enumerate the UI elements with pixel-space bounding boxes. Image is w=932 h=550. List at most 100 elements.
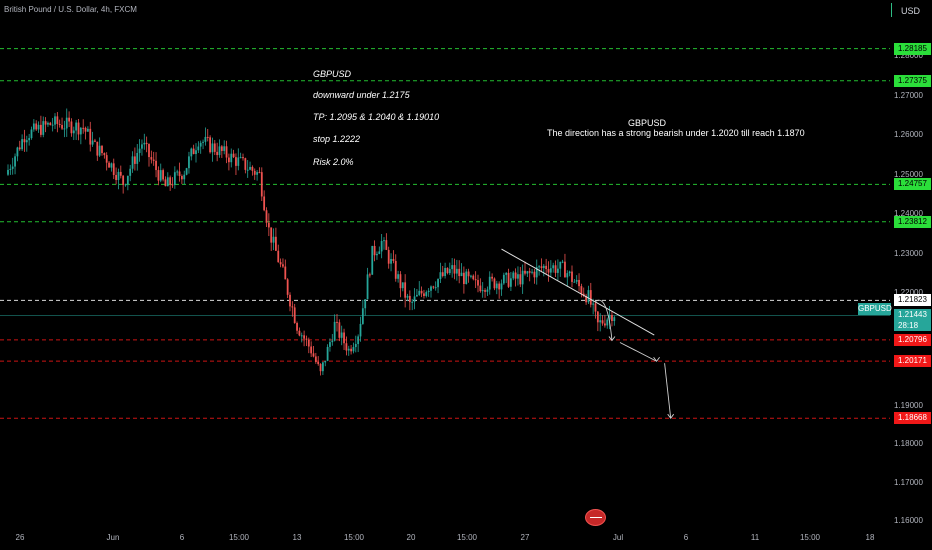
candle-body	[124, 184, 127, 186]
x-tick-label: 26	[15, 533, 25, 542]
candle-body	[486, 289, 489, 292]
candle-body	[275, 236, 277, 251]
candle-body	[202, 141, 204, 143]
candle-body	[604, 323, 606, 326]
price-level-badge: 1.20796	[894, 333, 931, 346]
candle-body	[258, 172, 261, 174]
candle-body	[571, 271, 573, 282]
candle-body	[578, 279, 580, 287]
candle-body	[166, 177, 169, 187]
candle-body	[218, 146, 221, 156]
candle-body	[361, 308, 364, 324]
candle-body	[42, 121, 45, 135]
candle-body	[376, 253, 378, 256]
projection-arrow[interactable]	[619, 342, 657, 362]
price-level-badge: 1.21823	[894, 294, 931, 307]
candle-body	[340, 332, 343, 338]
candle-body	[420, 290, 423, 294]
candle-body	[284, 266, 287, 280]
candle-body	[75, 122, 78, 131]
candle-body	[68, 117, 70, 122]
x-tick-label: 13	[292, 533, 302, 542]
candle-body	[463, 272, 465, 284]
candle-body	[110, 163, 113, 168]
candle-body	[192, 148, 195, 155]
candle-body	[197, 146, 200, 151]
price-level-badge: 1.27375	[894, 74, 931, 87]
candle-body	[448, 269, 451, 274]
candle-body	[82, 127, 85, 129]
x-tick-label: 6	[179, 533, 185, 542]
projection-path[interactable]	[595, 299, 613, 341]
candle-body	[331, 340, 334, 343]
candle-body	[470, 275, 472, 277]
candle-body	[96, 141, 99, 156]
candle-body	[206, 136, 209, 138]
candle-body	[171, 184, 174, 186]
candle-body	[373, 245, 376, 256]
candle-body	[94, 140, 96, 142]
bar-countdown: 28:18	[898, 321, 919, 331]
arrowhead-icon	[608, 336, 616, 342]
x-tick-label: 18	[865, 533, 875, 542]
candle-body	[446, 267, 449, 274]
x-tick-label: 15:00	[228, 533, 250, 542]
candle-body	[225, 146, 228, 158]
candle-body	[366, 274, 369, 300]
current-price-value: 1.21443	[898, 310, 927, 320]
candle-body	[16, 147, 19, 157]
y-tick-label: 1.18000	[894, 439, 923, 448]
y-tick-label: 1.17000	[894, 477, 923, 487]
candle-body	[103, 153, 106, 156]
candle-body	[84, 127, 87, 132]
candle-body	[23, 139, 26, 143]
candle-body	[601, 320, 604, 324]
x-tick-label: 20	[406, 533, 416, 542]
price-level-badge: 1.18668	[894, 412, 931, 425]
candle-body	[502, 274, 505, 284]
candle-body	[378, 251, 381, 254]
candle-body	[117, 171, 120, 181]
candle-body	[547, 269, 550, 273]
candle-body	[51, 124, 54, 126]
candle-body	[533, 271, 536, 278]
candle-body	[585, 295, 587, 303]
y-tick-label: 1.19000	[894, 400, 923, 410]
candle-body	[524, 270, 526, 274]
x-tick-label: 15:00	[799, 533, 821, 542]
candle-body	[589, 290, 592, 305]
candle-body	[430, 286, 432, 291]
projection-arrow[interactable]	[664, 363, 672, 419]
trendline[interactable]	[501, 248, 655, 336]
candle-body	[488, 276, 491, 290]
y-tick-label: 1.16000	[894, 516, 923, 525]
candle-body	[159, 170, 162, 181]
candle-body	[169, 177, 172, 185]
candle-body	[575, 279, 578, 282]
candle-body	[115, 174, 117, 181]
candle-body	[385, 240, 388, 250]
candlestick-series	[7, 108, 616, 376]
candle-body	[242, 157, 244, 159]
candle-body	[63, 128, 66, 130]
candle-body	[354, 343, 357, 348]
candle-body	[7, 169, 9, 175]
candle-body	[282, 264, 284, 267]
candle-body	[47, 122, 49, 125]
plan-line-3: stop 1.2222	[313, 134, 361, 144]
candle-body	[561, 261, 564, 263]
candle-body	[608, 314, 611, 320]
candle-body	[260, 172, 263, 197]
candle-body	[263, 196, 266, 211]
candle-body	[343, 332, 345, 344]
y-tick-label: 1.24000	[894, 209, 923, 219]
y-tick-label: 1.22000	[894, 288, 923, 298]
candle-body	[25, 140, 28, 143]
candle-body	[439, 272, 442, 280]
tradingview-logo-icon[interactable]	[585, 509, 606, 526]
candle-body	[232, 153, 235, 158]
candle-body	[105, 155, 108, 163]
candle-body	[211, 143, 214, 153]
candle-body	[319, 364, 322, 372]
